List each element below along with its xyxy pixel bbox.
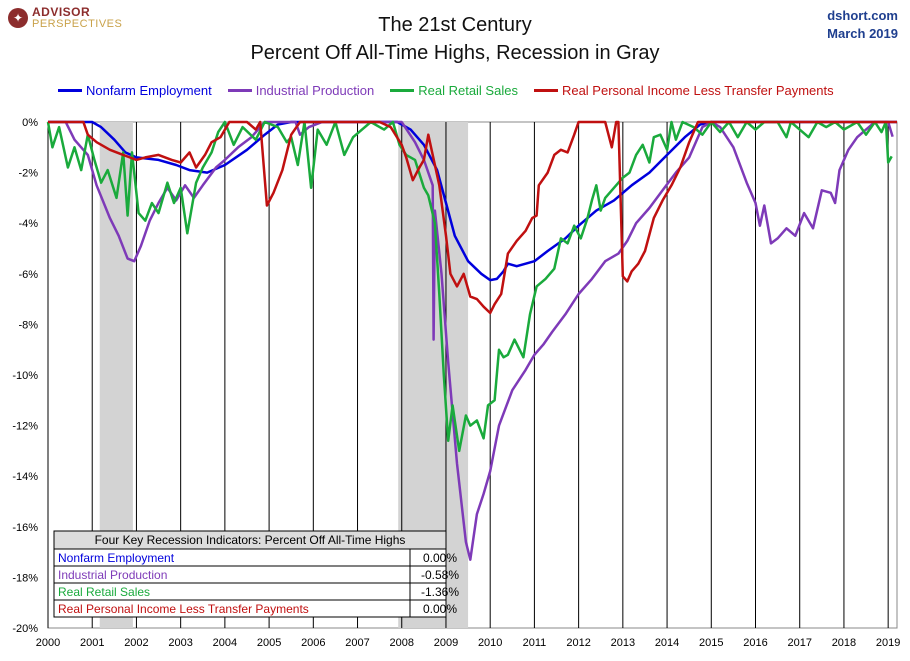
x-tick-label: 2005 [257,637,281,649]
x-tick-label: 2000 [36,637,60,649]
logo-top-text: ADVISOR [32,5,91,19]
x-tick-label: 2004 [213,637,237,649]
legend-swatch [533,89,558,92]
x-tick-label: 2017 [787,637,811,649]
table-row-label: Real Personal Income Less Transfer Payme… [58,602,309,616]
logo-icon: ✦ [8,8,28,28]
x-tick-label: 2015 [699,637,723,649]
legend-swatch [390,89,415,92]
y-tick-label: -20% [12,623,38,635]
table-row-label: Nonfarm Employment [58,551,175,565]
y-tick-label: -10% [12,370,38,382]
x-tick-label: 2018 [832,637,856,649]
y-tick-label: -8% [18,319,38,331]
table-row-label: Industrial Production [58,568,167,582]
y-tick-label: -16% [12,522,38,534]
y-tick-label: -14% [12,471,38,483]
source-label: dshort.com [827,8,898,23]
y-tick-label: -12% [12,421,38,433]
legend-label: Real Personal Income Less Transfer Payme… [561,83,834,98]
series-line [46,120,893,453]
table-row-value: 0.00% [423,602,457,616]
legend-item: Industrial Production [227,83,375,98]
legend-item: Real Personal Income Less Transfer Payme… [533,83,834,98]
series-line [48,120,897,282]
x-tick-label: 2019 [876,637,900,649]
table-row-label: Real Retail Sales [58,585,150,599]
y-tick-label: -4% [18,218,38,230]
series-line [48,120,894,561]
x-tick-label: 2011 [523,637,547,649]
logo-bottom-text: PERSPECTIVES [32,18,123,30]
x-tick-label: 2007 [345,637,369,649]
x-tick-label: 2001 [80,637,104,649]
y-tick-label: -2% [18,168,38,180]
table-row-value: -0.58% [421,568,459,582]
table-row-value: 0.00% [423,551,457,565]
x-tick-label: 2003 [168,637,192,649]
x-tick-label: 2014 [655,637,679,649]
chart-title: The 21st Century [378,14,532,36]
logo: ✦ ADVISOR PERSPECTIVES [8,6,122,30]
chart-subtitle: Percent Off All-Time Highs, Recession in… [250,42,660,64]
legend-item: Nonfarm Employment [58,83,212,98]
y-tick-label: -18% [12,572,38,584]
x-tick-label: 2013 [611,637,635,649]
x-tick-label: 2008 [390,637,414,649]
legend-swatch [58,89,82,92]
legend: Nonfarm Employment Industrial Production R… [58,83,834,98]
y-tick-label: 0% [22,117,38,129]
date-label: March 2019 [827,26,898,41]
legend-swatch [227,89,252,92]
table-row-value: -1.36% [421,585,459,599]
x-tick-label: 2012 [566,637,590,649]
table-title: Four Key Recession Indicators: Percent O… [95,533,406,547]
x-tick-label: 2016 [743,637,767,649]
legend-label: Industrial Production [255,83,375,98]
x-tick-label: 2006 [301,637,325,649]
legend-item: Real Retail Sales [390,83,518,98]
x-tick-label: 2010 [478,637,502,649]
x-tick-label: 2009 [434,637,458,649]
indicator-table: Four Key Recession Indicators: Percent O… [53,530,459,618]
y-tick-label: -6% [18,269,38,281]
x-tick-label: 2002 [124,637,148,649]
legend-label: Nonfarm Employment [86,83,212,98]
series-line [48,120,897,315]
legend-label: Real Retail Sales [418,83,518,98]
